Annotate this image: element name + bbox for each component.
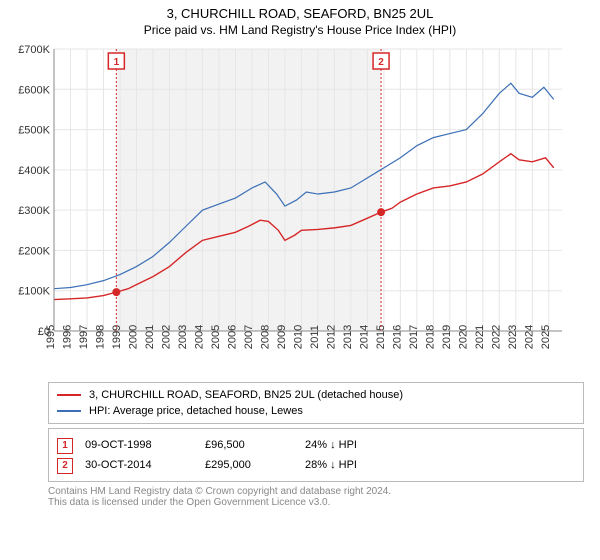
svg-text:2015: 2015	[375, 325, 387, 349]
svg-text:2025: 2025	[540, 325, 552, 349]
sale-date: 30-OCT-2014	[85, 455, 205, 475]
chart-area: £0£100K£200K£300K£400K£500K£600K£700K199…	[10, 41, 584, 376]
svg-text:£700K: £700K	[18, 44, 50, 56]
svg-text:2017: 2017	[408, 325, 420, 349]
legend-item: 3, CHURCHILL ROAD, SEAFORD, BN25 2UL (de…	[57, 387, 575, 403]
svg-text:2006: 2006	[226, 325, 238, 349]
svg-text:2014: 2014	[358, 325, 370, 349]
sale-marker-icon: 2	[57, 458, 73, 474]
svg-text:2009: 2009	[276, 325, 288, 349]
svg-text:1997: 1997	[78, 325, 90, 349]
svg-text:2008: 2008	[259, 325, 271, 349]
page-subtitle: Price paid vs. HM Land Registry's House …	[0, 21, 600, 41]
svg-text:1996: 1996	[61, 325, 73, 349]
svg-text:2021: 2021	[474, 325, 486, 349]
svg-text:2012: 2012	[325, 325, 337, 349]
svg-text:£300K: £300K	[18, 205, 50, 217]
svg-text:£600K: £600K	[18, 84, 50, 96]
svg-text:2022: 2022	[490, 325, 502, 349]
svg-text:2: 2	[378, 57, 384, 68]
svg-text:2005: 2005	[210, 325, 222, 349]
legend-label: 3, CHURCHILL ROAD, SEAFORD, BN25 2UL (de…	[89, 387, 403, 403]
sale-marker-icon: 1	[57, 438, 73, 454]
svg-text:2000: 2000	[127, 325, 139, 349]
svg-text:2002: 2002	[160, 325, 172, 349]
svg-text:2024: 2024	[523, 325, 535, 349]
svg-text:1999: 1999	[111, 325, 123, 349]
credit-line: This data is licensed under the Open Gov…	[48, 497, 584, 508]
credit-text: Contains HM Land Registry data © Crown c…	[48, 486, 584, 508]
svg-text:2003: 2003	[177, 325, 189, 349]
svg-text:2011: 2011	[309, 325, 321, 349]
sale-date: 09-OCT-1998	[85, 435, 205, 455]
sale-price: £96,500	[205, 435, 305, 455]
table-row: 1 09-OCT-1998 £96,500 24% ↓ HPI	[57, 435, 575, 455]
svg-text:1998: 1998	[94, 325, 106, 349]
svg-text:1: 1	[114, 57, 120, 68]
svg-text:£200K: £200K	[18, 245, 50, 257]
sale-price: £295,000	[205, 455, 305, 475]
svg-text:2019: 2019	[441, 325, 453, 349]
sales-table: 1 09-OCT-1998 £96,500 24% ↓ HPI 2 30-OCT…	[48, 428, 584, 482]
svg-text:2023: 2023	[507, 325, 519, 349]
svg-text:2004: 2004	[193, 325, 205, 349]
svg-text:1995: 1995	[45, 325, 57, 349]
legend-swatch	[57, 394, 81, 396]
svg-text:2010: 2010	[292, 325, 304, 349]
svg-text:2007: 2007	[243, 325, 255, 349]
page-title: 3, CHURCHILL ROAD, SEAFORD, BN25 2UL	[0, 0, 600, 21]
legend-label: HPI: Average price, detached house, Lewe…	[89, 403, 303, 419]
legend-swatch	[57, 410, 81, 412]
sale-delta: 24% ↓ HPI	[305, 435, 425, 455]
svg-text:2018: 2018	[424, 325, 436, 349]
table-row: 2 30-OCT-2014 £295,000 28% ↓ HPI	[57, 455, 575, 475]
svg-text:2013: 2013	[342, 325, 354, 349]
price-chart: £0£100K£200K£300K£400K£500K£600K£700K199…	[10, 41, 570, 371]
sale-delta: 28% ↓ HPI	[305, 455, 425, 475]
credit-line: Contains HM Land Registry data © Crown c…	[48, 486, 584, 497]
svg-text:£100K: £100K	[18, 286, 50, 298]
svg-text:2020: 2020	[457, 325, 469, 349]
svg-text:2016: 2016	[391, 325, 403, 349]
svg-text:£500K: £500K	[18, 125, 50, 137]
legend-item: HPI: Average price, detached house, Lewe…	[57, 403, 575, 419]
svg-text:2001: 2001	[144, 325, 156, 349]
svg-text:£400K: £400K	[18, 165, 50, 177]
legend: 3, CHURCHILL ROAD, SEAFORD, BN25 2UL (de…	[48, 382, 584, 424]
